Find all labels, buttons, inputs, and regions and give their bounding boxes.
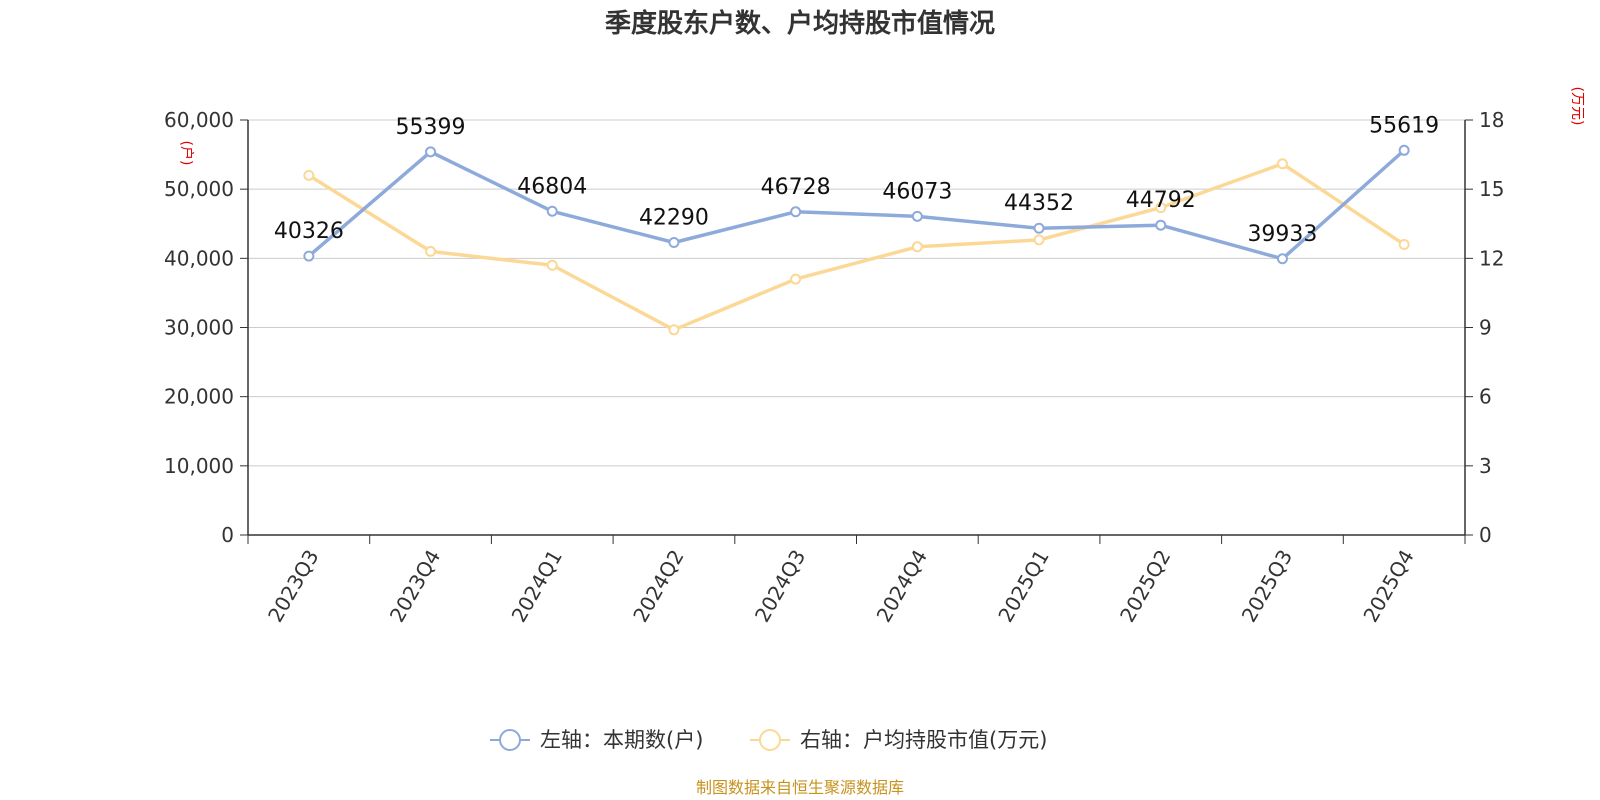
left-axis-unit: (户) [178, 141, 195, 166]
data-point-left [303, 250, 315, 262]
data-point-right [1398, 239, 1410, 250]
chart-title: 季度股东户数、户均持股市值情况 [605, 8, 995, 39]
series-layer [303, 144, 1410, 336]
x-tick-label: 2023Q4 [385, 546, 445, 627]
legend-label-left: 左轴：本期数(户) [540, 728, 703, 752]
x-tick-label: 2024Q4 [872, 546, 932, 627]
right-tick-label: 18 [1479, 108, 1504, 132]
left-axis: 0 10,000 20,000 30,000 40,000 50,000 60,000 [164, 108, 249, 547]
data-point-right [790, 273, 802, 285]
x-tick-label: 2025Q1 [993, 546, 1053, 627]
x-tick-label: 2024Q3 [750, 546, 810, 627]
left-tick-label: 60,000 [164, 108, 234, 132]
data-point-left [790, 206, 802, 218]
data-point-right [1033, 234, 1045, 246]
data-point-left [1033, 222, 1045, 234]
data-point-right [546, 259, 558, 271]
right-tick-label: 3 [1479, 454, 1492, 478]
legend-item-right-series[interactable]: 右轴：户均持股市值(万元) [750, 728, 1047, 752]
x-tick-label: 2023Q3 [263, 546, 323, 627]
left-tick-label: 0 [221, 523, 234, 547]
left-tick-label: 40,000 [164, 246, 234, 270]
data-point-left [546, 205, 558, 217]
data-point-right [668, 324, 680, 336]
x-tick-label: 2025Q3 [1237, 546, 1297, 627]
right-tick-label: 15 [1479, 177, 1504, 201]
data-point-left [1276, 253, 1288, 265]
right-axis: 0 3 6 9 12 15 18 [1464, 108, 1504, 547]
right-axis-unit: (万元) [1569, 87, 1585, 126]
data-point-left [668, 236, 680, 248]
right-tick-label: 0 [1479, 523, 1492, 547]
data-point-right [911, 241, 923, 253]
data-point-right [1276, 158, 1288, 170]
data-label: 40326 [274, 219, 344, 244]
data-label: 44792 [1126, 188, 1196, 213]
left-tick-label: 30,000 [164, 316, 234, 340]
legend-marker-left [499, 729, 521, 751]
source-note: 制图数据来自恒生聚源数据库 [696, 778, 904, 797]
data-point-right [1155, 202, 1167, 214]
data-point-right [425, 245, 437, 257]
left-tick-label: 10,000 [164, 454, 234, 478]
x-tick-label: 2024Q2 [628, 546, 688, 627]
data-labels: 40326 55399 46804 42290 46728 46073 44352 44792… [274, 113, 1439, 246]
right-tick-label: 12 [1479, 246, 1504, 270]
x-tick-label: 2025Q2 [1115, 546, 1175, 627]
legend-marker-right [759, 729, 781, 751]
legend-item-left-series[interactable]: 左轴：本期数(户) [490, 728, 703, 752]
series-line-left [307, 148, 1406, 261]
right-tick-label: 9 [1479, 316, 1492, 340]
data-label: 46073 [882, 179, 952, 204]
data-label: 55619 [1369, 113, 1439, 138]
data-label: 39933 [1247, 222, 1317, 247]
data-point-left [1398, 144, 1410, 156]
data-label: 42290 [639, 205, 709, 230]
left-tick-label: 50,000 [164, 177, 234, 201]
data-point-left [1155, 219, 1167, 231]
data-label: 46728 [761, 175, 831, 200]
data-point-right [303, 169, 315, 181]
left-tick-label: 20,000 [164, 385, 234, 409]
data-label: 44352 [1004, 191, 1074, 216]
data-point-left [425, 146, 437, 158]
series-line-right [307, 162, 1406, 332]
legend-label-right: 右轴：户均持股市值(万元) [800, 728, 1047, 752]
x-tick-label: 2024Q1 [507, 546, 567, 627]
legend: 左轴：本期数(户) 右轴：户均持股市值(万元) [490, 728, 1047, 752]
data-label: 46804 [517, 174, 587, 199]
right-tick-label: 6 [1479, 385, 1492, 409]
x-axis: 2023Q3 2023Q4 2024Q1 2024Q2 2024Q3 2024Q4 2025… [247, 534, 1466, 627]
x-tick-label: 2025Q4 [1358, 546, 1418, 627]
grid [248, 119, 1465, 467]
data-label: 55399 [396, 115, 466, 140]
data-point-left [911, 210, 923, 222]
